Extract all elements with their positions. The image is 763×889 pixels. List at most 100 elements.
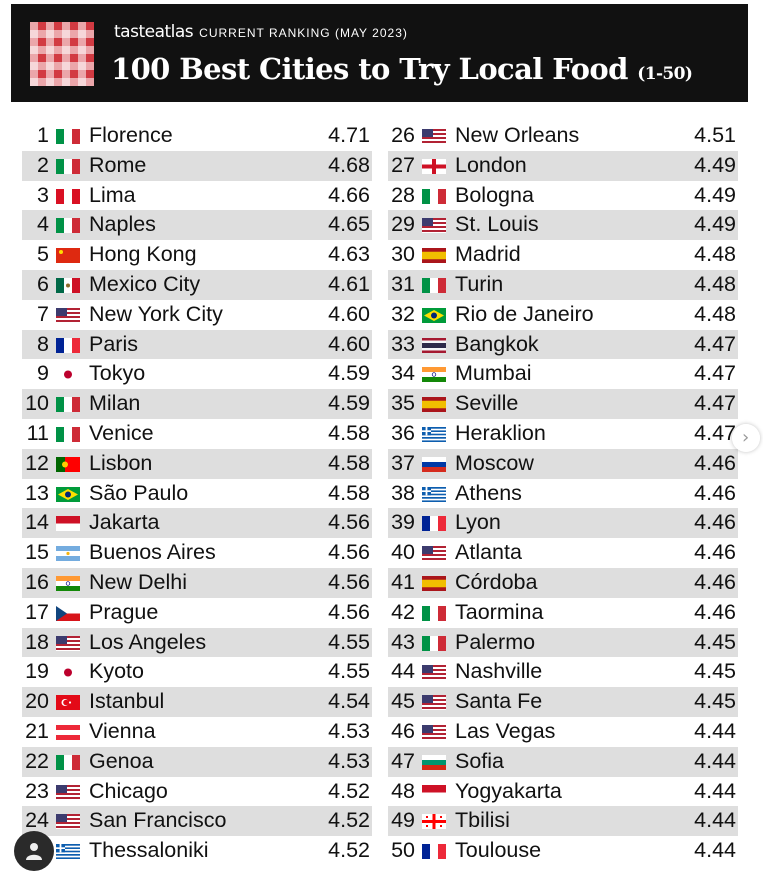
rank-number: 21 bbox=[25, 718, 49, 743]
city-name: St. Louis bbox=[455, 212, 539, 237]
ranking-row: 33 Bangkok 4.47 bbox=[388, 329, 738, 360]
rank-number: 27 bbox=[391, 152, 415, 177]
ranking-row: 50 Toulouse 4.44 bbox=[388, 836, 738, 866]
flag-brazil-icon bbox=[56, 486, 80, 502]
city-score: 4.47 bbox=[694, 331, 736, 356]
ranking-row: 43 Palermo 4.45 bbox=[388, 627, 738, 658]
avatar[interactable] bbox=[14, 831, 54, 871]
chevron-right-icon: › bbox=[742, 427, 750, 448]
city-name: London bbox=[455, 152, 527, 177]
city-name: Thessaloniki bbox=[89, 838, 209, 863]
city-score: 4.53 bbox=[328, 748, 370, 773]
city-score: 4.44 bbox=[694, 778, 736, 803]
city-score: 4.61 bbox=[328, 271, 370, 296]
city-name: Atlanta bbox=[455, 540, 522, 565]
ranking-row: 37 Moscow 4.46 bbox=[388, 448, 738, 479]
rank-number: 14 bbox=[25, 510, 49, 535]
city-score: 4.60 bbox=[328, 331, 370, 356]
rank-number: 10 bbox=[25, 391, 49, 416]
city-name: São Paulo bbox=[89, 480, 189, 505]
flag-italy-icon bbox=[422, 635, 446, 651]
ranking-row: 20 Istanbul 4.54 bbox=[22, 687, 372, 717]
city-name: Bangkok bbox=[455, 331, 539, 356]
city-score: 4.56 bbox=[328, 510, 370, 535]
city-name: Moscow bbox=[455, 450, 534, 475]
city-name: Lisbon bbox=[89, 450, 153, 475]
flag-italy-icon bbox=[422, 277, 446, 293]
city-score: 4.45 bbox=[694, 689, 736, 714]
flag-italy-icon bbox=[56, 397, 80, 413]
ranking-row: 3 Lima 4.66 bbox=[22, 181, 372, 211]
city-score: 4.44 bbox=[694, 808, 736, 833]
city-score: 4.46 bbox=[694, 450, 736, 475]
ranking-row: 12 Lisbon 4.58 bbox=[22, 448, 372, 479]
rank-number: 24 bbox=[25, 808, 49, 833]
city-score: 4.47 bbox=[694, 361, 736, 386]
rank-number: 49 bbox=[391, 808, 415, 833]
flag-france-icon bbox=[422, 844, 446, 860]
rank-number: 20 bbox=[25, 689, 49, 714]
rank-number: 44 bbox=[391, 659, 415, 684]
flag-greece-icon bbox=[422, 426, 446, 442]
ranking-row: 40 Atlanta 4.46 bbox=[388, 538, 738, 568]
rank-number: 33 bbox=[391, 331, 415, 356]
flag-czech-icon bbox=[56, 605, 80, 621]
city-name: San Francisco bbox=[89, 808, 227, 833]
city-name: New Delhi bbox=[89, 569, 187, 594]
city-score: 4.48 bbox=[694, 301, 736, 326]
rank-number: 43 bbox=[391, 629, 415, 654]
rank-number: 22 bbox=[25, 748, 49, 773]
city-name: New Orleans bbox=[455, 123, 580, 147]
city-score: 4.44 bbox=[694, 748, 736, 773]
city-name: Heraklion bbox=[455, 420, 546, 445]
user-icon bbox=[26, 843, 42, 860]
city-score: 4.63 bbox=[328, 242, 370, 267]
flag-greece-icon bbox=[422, 486, 446, 502]
city-score: 4.49 bbox=[694, 212, 736, 237]
ranking-row: 31 Turin 4.48 bbox=[388, 269, 738, 300]
city-score: 4.55 bbox=[328, 629, 370, 654]
city-score: 4.47 bbox=[694, 391, 736, 416]
ranking-row: 27 London 4.49 bbox=[388, 150, 738, 181]
city-score: 4.46 bbox=[694, 480, 736, 505]
city-score: 4.52 bbox=[328, 808, 370, 833]
city-name: Madrid bbox=[455, 242, 521, 267]
city-name: Rio de Janeiro bbox=[455, 301, 594, 326]
rank-number: 6 bbox=[37, 271, 49, 296]
city-score: 4.47 bbox=[694, 420, 736, 445]
city-name: Toulouse bbox=[455, 838, 542, 863]
city-score: 4.46 bbox=[694, 540, 736, 565]
city-score: 4.51 bbox=[694, 123, 736, 147]
flag-turkey-icon bbox=[56, 695, 80, 711]
ranking-row: 1 Florence 4.71 bbox=[22, 121, 372, 151]
next-slide-button[interactable]: › bbox=[732, 424, 760, 452]
city-name: Bologna bbox=[455, 182, 534, 207]
city-name: Turin bbox=[455, 271, 504, 296]
ranking-row: 6 Mexico City 4.61 bbox=[22, 269, 372, 300]
rank-number: 42 bbox=[391, 599, 415, 624]
city-score: 4.58 bbox=[328, 450, 370, 475]
city-name: Florence bbox=[89, 123, 173, 147]
flag-italy-icon bbox=[56, 129, 80, 144]
rank-number: 31 bbox=[391, 271, 415, 296]
flag-italy-icon bbox=[56, 158, 80, 174]
rank-number: 15 bbox=[25, 540, 49, 565]
city-name: Chicago bbox=[89, 778, 168, 803]
flag-usa-icon bbox=[422, 129, 446, 144]
ranking-row: 46 Las Vegas 4.44 bbox=[388, 717, 738, 747]
flag-peru-icon bbox=[56, 188, 80, 204]
city-score: 4.55 bbox=[328, 659, 370, 684]
rank-number: 32 bbox=[391, 301, 415, 326]
city-score: 4.59 bbox=[328, 361, 370, 386]
flag-china-icon bbox=[56, 248, 80, 264]
city-score: 4.44 bbox=[694, 718, 736, 743]
ranking-column-right: 26 New Orleans 4.51 27 London 4.49 28 Bologna 4.… bbox=[388, 121, 738, 866]
ranking-row: 47 Sofia 4.44 bbox=[388, 746, 738, 777]
city-name: Naples bbox=[89, 212, 156, 237]
ranking-row: 28 Bologna 4.49 bbox=[388, 181, 738, 211]
flag-brazil-icon bbox=[422, 307, 446, 323]
city-score: 4.52 bbox=[328, 778, 370, 803]
ranking-row: 45 Santa Fe 4.45 bbox=[388, 687, 738, 717]
city-name: Istanbul bbox=[89, 689, 165, 714]
flag-england-icon bbox=[422, 158, 446, 174]
